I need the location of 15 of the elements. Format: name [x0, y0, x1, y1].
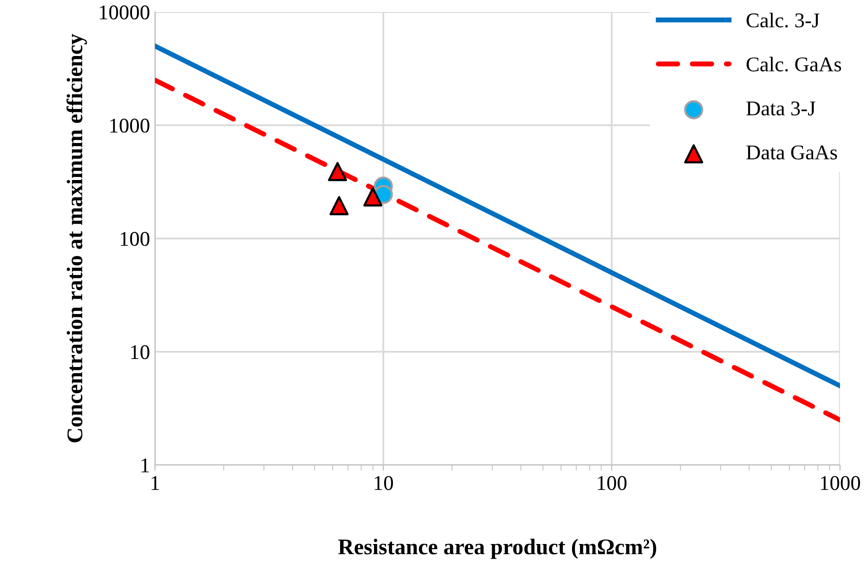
- x-tick-label: 1: [152, 476, 159, 490]
- x-tick-label: 10: [374, 476, 393, 490]
- y-tick-label: 10: [131, 345, 150, 360]
- legend-label: Data GaAs: [746, 145, 837, 160]
- y-tick-label: 1: [142, 458, 149, 472]
- legend-label: Data 3-J: [746, 101, 816, 116]
- legend-label: Calc. 3-J: [746, 12, 820, 28]
- x-axis-title: Resistance area product (mΩcm²): [338, 538, 656, 559]
- y-tick-label: 10000: [100, 5, 150, 20]
- legend-label: Calc. GaAs: [746, 56, 842, 72]
- y-tick-label: 1000: [110, 118, 150, 133]
- x-tick-label: 1000: [821, 476, 860, 490]
- x-tick-label: 100: [598, 476, 626, 490]
- y-axis-title: Concentration ratio at maximum efficiency: [66, 34, 87, 442]
- y-tick-label: 100: [120, 232, 150, 246]
